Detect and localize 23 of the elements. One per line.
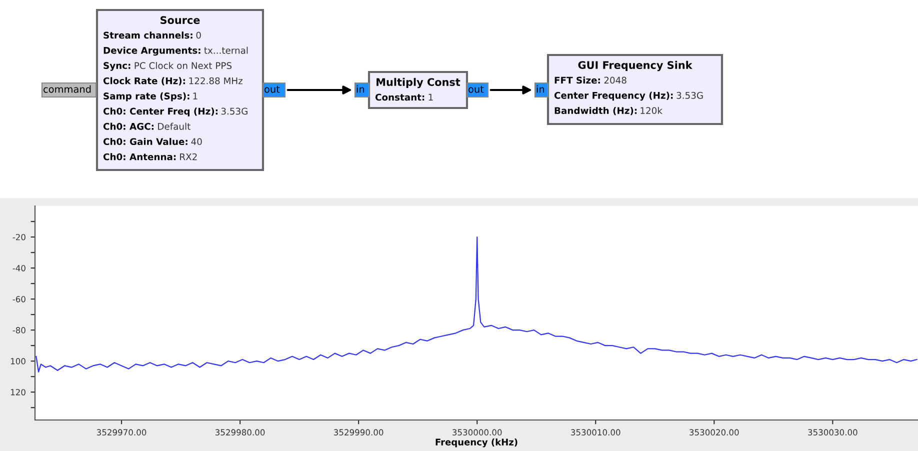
y-tick-label: -80 — [12, 327, 26, 334]
text: in — [536, 85, 544, 93]
x-tick-label: 3530000.00 — [452, 429, 502, 436]
x-tick-label: 3530020.00 — [690, 429, 739, 436]
x-tick-label: 3530030.00 — [808, 429, 858, 436]
text: out — [264, 86, 280, 93]
x-tick-label: 3529980.00 — [215, 429, 265, 436]
y-tick-label: -60 — [12, 296, 26, 302]
y-tick-label: -40 — [12, 265, 26, 272]
x-tick-label: 3530010.00 — [571, 429, 620, 436]
line-series — [36, 236, 918, 372]
text: command — [44, 85, 91, 93]
text: GUI Frequency Sink FFT Size: 2048 Center Frequency (Hz): 3.53G Bandwidth (Hz): 120k — [554, 60, 703, 116]
text: Multiply Const Constant: 1 — [375, 78, 460, 101]
text: Source Stream channels: 0 Device Arguments: tx...ternal Sync: PC Clock on Next PPS Clock Rate (Hz): 122.88 MHz Samp rate (Sps): 1 Ch0: Center Freq (Hz): 3.53G Ch0: AGC: Default Ch0: Gain Value: 40 Ch0: Antenna: RX2 — [103, 16, 248, 160]
x-axis-title: Frequency (kHz) — [436, 438, 518, 448]
x-tick-label: 3529990.00 — [334, 429, 384, 436]
y-tick-label: 120 — [10, 389, 26, 396]
x-tick-label: 3529970.00 — [96, 429, 146, 436]
y-tick-label: -20 — [12, 234, 26, 240]
text: in — [356, 85, 364, 93]
y-tick-label: 100 — [10, 358, 26, 364]
text: out — [468, 86, 484, 93]
